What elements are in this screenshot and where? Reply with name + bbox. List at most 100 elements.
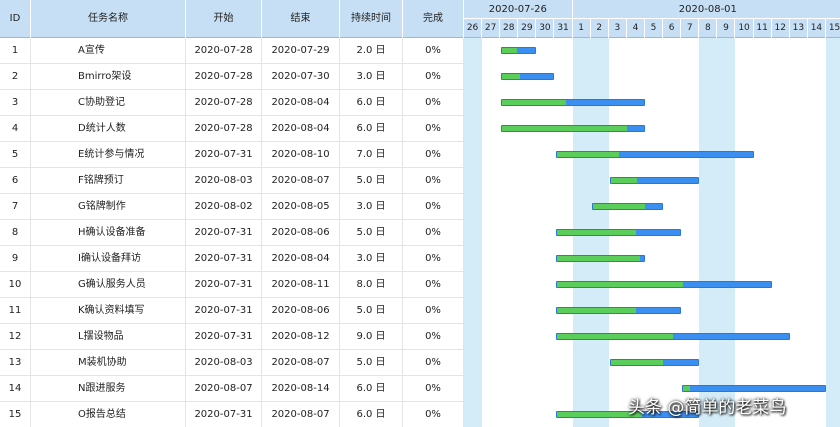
timeline-day-label: 10	[736, 19, 754, 38]
table-row[interactable]: 3 C协助登记 2020-07-28 2020-08-04 6.0 日 0%	[0, 90, 464, 116]
task-bar[interactable]	[555, 307, 682, 314]
table-row[interactable]: 5 E统计参与情况 2020-07-31 2020-08-10 7.0 日 0%	[0, 142, 464, 168]
task-name-cell: F铭牌预订	[31, 168, 186, 194]
timeline-day-label: 6	[663, 19, 682, 38]
task-start-cell: 2020-07-28	[186, 64, 262, 90]
task-duration-cell: 6.0 日	[340, 90, 403, 116]
task-id-cell: 2	[0, 64, 31, 90]
task-bar[interactable]	[682, 385, 826, 392]
task-duration-cell: 8.0 日	[340, 272, 403, 298]
task-bar[interactable]	[555, 333, 790, 340]
column-header-duration[interactable]: 持续时间	[340, 0, 403, 38]
table-row[interactable]: 14 N跟进服务 2020-08-07 2020-08-14 6.0 日 0%	[0, 376, 464, 402]
task-id-cell: 7	[0, 194, 31, 220]
task-done-cell: 0%	[403, 64, 464, 90]
weekend-column	[717, 38, 736, 427]
task-bar[interactable]	[555, 281, 772, 288]
timeline-day-label: 5	[645, 19, 664, 38]
task-end-cell: 2020-08-07	[262, 402, 340, 427]
task-done-cell: 0%	[403, 142, 464, 168]
task-bar[interactable]	[555, 411, 700, 418]
timeline-day-label: 1	[573, 19, 591, 38]
task-bar[interactable]	[555, 229, 682, 236]
timeline-day-label: 2	[591, 19, 609, 38]
column-header-done[interactable]: 完成	[403, 0, 464, 38]
column-header-end[interactable]: 结束	[262, 0, 340, 38]
task-start-cell: 2020-07-31	[186, 272, 262, 298]
column-header-start[interactable]: 开始	[186, 0, 262, 38]
task-id-cell: 12	[0, 324, 31, 350]
table-row[interactable]: 12 L摆设物品 2020-07-31 2020-08-12 9.0 日 0%	[0, 324, 464, 350]
task-done-cell: 0%	[403, 376, 464, 402]
task-bar[interactable]	[609, 177, 700, 184]
task-end-cell: 2020-08-06	[262, 298, 340, 324]
task-duration-cell: 6.0 日	[340, 402, 403, 427]
task-id-cell: 3	[0, 90, 31, 116]
task-progress-fill	[610, 360, 664, 365]
task-name-cell: O报告总结	[31, 402, 186, 427]
timeline-week-label: 2020-07-26	[464, 0, 573, 19]
table-row[interactable]: 15 O报告总结 2020-07-31 2020-08-07 6.0 日 0%	[0, 402, 464, 427]
task-done-cell: 0%	[403, 168, 464, 194]
task-done-cell: 0%	[403, 220, 464, 246]
table-row[interactable]: 1 A宣传 2020-07-28 2020-07-29 2.0 日 0%	[0, 38, 464, 64]
task-bar[interactable]	[555, 255, 645, 262]
table-row[interactable]: 7 G铭牌制作 2020-08-02 2020-08-05 3.0 日 0%	[0, 194, 464, 220]
task-done-cell: 0%	[403, 324, 464, 350]
task-bar[interactable]	[501, 47, 537, 54]
grid-header: ID 任务名称 开始 结束 持续时间 完成	[0, 0, 464, 38]
table-row[interactable]: 4 D统计人数 2020-07-28 2020-08-04 6.0 日 0%	[0, 116, 464, 142]
task-bar[interactable]	[591, 203, 664, 210]
task-end-cell: 2020-08-07	[262, 350, 340, 376]
task-progress-fill	[556, 256, 640, 261]
task-start-cell: 2020-07-31	[186, 402, 262, 427]
task-end-cell: 2020-08-14	[262, 376, 340, 402]
task-done-cell: 0%	[403, 272, 464, 298]
task-end-cell: 2020-08-12	[262, 324, 340, 350]
task-bar[interactable]	[501, 125, 645, 132]
task-bar[interactable]	[501, 73, 555, 80]
timeline-day-label: 14	[808, 19, 826, 38]
watermark: 头条 @简单的老菜鸟	[628, 398, 787, 418]
task-done-cell: 0%	[403, 90, 464, 116]
task-bar[interactable]	[609, 359, 700, 366]
table-row[interactable]: 2 Bmirro架设 2020-07-28 2020-07-30 3.0 日 0%	[0, 64, 464, 90]
task-done-cell: 0%	[403, 246, 464, 272]
task-name-cell: M装机协助	[31, 350, 186, 376]
table-row[interactable]: 10 G确认服务人员 2020-07-31 2020-08-11 8.0 日 0%	[0, 272, 464, 298]
task-id-cell: 9	[0, 246, 31, 272]
task-end-cell: 2020-08-06	[262, 220, 340, 246]
task-progress-fill	[556, 282, 683, 287]
task-progress-fill	[610, 178, 638, 183]
task-duration-cell: 5.0 日	[340, 220, 403, 246]
task-duration-cell: 3.0 日	[340, 64, 403, 90]
task-progress-fill	[592, 204, 645, 209]
task-bar[interactable]	[555, 151, 754, 158]
task-done-cell: 0%	[403, 194, 464, 220]
task-duration-cell: 3.0 日	[340, 246, 403, 272]
timeline-day-label: 28	[500, 19, 519, 38]
weekend-column	[464, 38, 483, 427]
column-header-id[interactable]: ID	[0, 0, 31, 38]
task-duration-cell: 6.0 日	[340, 116, 403, 142]
table-row[interactable]: 9 I确认设备拜访 2020-07-31 2020-08-04 3.0 日 0%	[0, 246, 464, 272]
task-start-cell: 2020-08-03	[186, 168, 262, 194]
task-id-cell: 15	[0, 402, 31, 427]
table-row[interactable]: 13 M装机协助 2020-08-03 2020-08-07 5.0 日 0%	[0, 350, 464, 376]
task-id-cell: 6	[0, 168, 31, 194]
weekend-column	[699, 38, 718, 427]
table-row[interactable]: 6 F铭牌预订 2020-08-03 2020-08-07 5.0 日 0%	[0, 168, 464, 194]
task-name-cell: C协助登记	[31, 90, 186, 116]
column-header-name[interactable]: 任务名称	[31, 0, 186, 38]
task-bar[interactable]	[501, 99, 645, 106]
task-duration-cell: 3.0 日	[340, 194, 403, 220]
table-row[interactable]: 11 K确认资料填写 2020-07-31 2020-08-06 5.0 日 0%	[0, 298, 464, 324]
task-start-cell: 2020-08-03	[186, 350, 262, 376]
table-row[interactable]: 8 H确认设备准备 2020-07-31 2020-08-06 5.0 日 0%	[0, 220, 464, 246]
task-done-cell: 0%	[403, 350, 464, 376]
task-start-cell: 2020-07-31	[186, 298, 262, 324]
task-name-cell: G确认服务人员	[31, 272, 186, 298]
task-progress-fill	[502, 126, 627, 131]
task-progress-fill	[502, 74, 521, 79]
task-progress-fill	[556, 230, 636, 235]
